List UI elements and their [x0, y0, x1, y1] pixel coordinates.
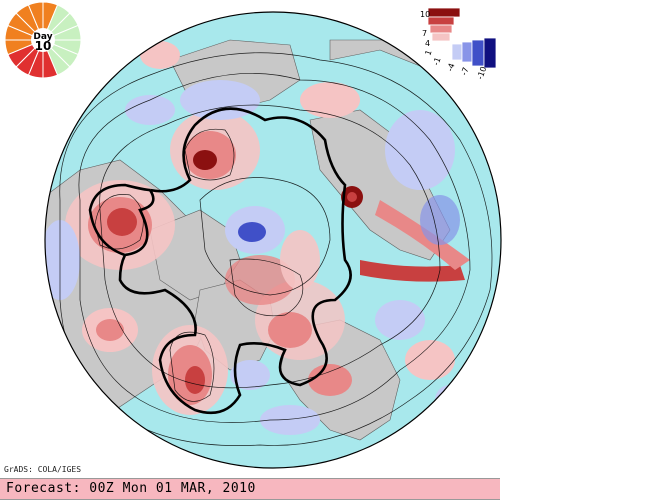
- legend-swatch: [451, 43, 463, 61]
- anomaly-warm: [308, 364, 352, 396]
- anomaly-warm: [107, 208, 137, 236]
- forecast-footer: Forecast: 00Z Mon 01 MAR, 2010: [0, 478, 500, 500]
- height-contour: [78, 73, 471, 423]
- anomaly-warm: [300, 82, 360, 118]
- day-top-label: Day: [33, 32, 52, 42]
- legend-label: 1: [423, 49, 433, 57]
- anomaly-cold: [260, 405, 320, 435]
- anomaly-warm: [193, 150, 217, 170]
- legend-label: -10: [475, 65, 488, 80]
- legend-label: 4: [425, 39, 430, 48]
- legend-label: 7: [422, 29, 427, 38]
- height-contour: [59, 52, 493, 446]
- anomaly-warm-band: [375, 200, 470, 270]
- credit-label: GrADS: COLA/IGES: [4, 465, 82, 474]
- anomaly-cold: [230, 360, 270, 390]
- day-center: [31, 28, 55, 52]
- anomaly-cold: [385, 110, 455, 190]
- day-indicator: Day 10: [4, 1, 82, 79]
- legend-label: -4: [445, 62, 456, 73]
- globe: [45, 12, 501, 468]
- day-value: 10: [35, 39, 52, 53]
- anomaly-warm: [96, 319, 124, 341]
- legend-labels: 10 741-1-4 -7 -10: [420, 10, 488, 81]
- anomaly-cold: [238, 222, 266, 242]
- anomaly-cold: [375, 300, 425, 340]
- legend-swatch: [461, 41, 473, 63]
- anomaly-warm-core: [347, 192, 357, 202]
- legend-swatch: [427, 16, 455, 26]
- legend-swatch: [471, 39, 485, 67]
- height-contour: [199, 177, 331, 296]
- height-contour: [229, 258, 304, 317]
- anomaly-warm: [405, 340, 455, 380]
- forecast-text: Forecast: 00Z Mon 01 MAR, 2010: [6, 481, 256, 496]
- legend-swatch: [427, 7, 461, 18]
- anomaly-warm: [280, 230, 320, 290]
- thick-contour: [88, 107, 352, 415]
- anomaly-warm: [140, 41, 180, 69]
- height-contours: [59, 52, 493, 446]
- anomaly-cold: [420, 195, 460, 245]
- legend-swatch: [431, 32, 451, 42]
- height-contour: [99, 104, 441, 389]
- anomaly-warm: [225, 255, 295, 305]
- legend-boxes: [427, 7, 497, 69]
- height-contour: [184, 128, 235, 181]
- anomaly-warm: [185, 366, 205, 394]
- height-contour: [169, 331, 215, 402]
- anomaly-cold: [125, 95, 175, 125]
- legend-label: -1: [431, 56, 442, 67]
- legend-swatch: [429, 24, 453, 34]
- legend-label: 10: [420, 10, 430, 19]
- legend: 10 741-1-4 -7 -10: [420, 7, 497, 81]
- legend-label: -7: [459, 66, 470, 77]
- globe-outline: [44, 11, 502, 469]
- anomaly-cold: [435, 385, 465, 415]
- legend-swatch: [483, 37, 497, 69]
- anomaly-warm: [268, 312, 312, 348]
- anomaly-cold: [180, 80, 260, 120]
